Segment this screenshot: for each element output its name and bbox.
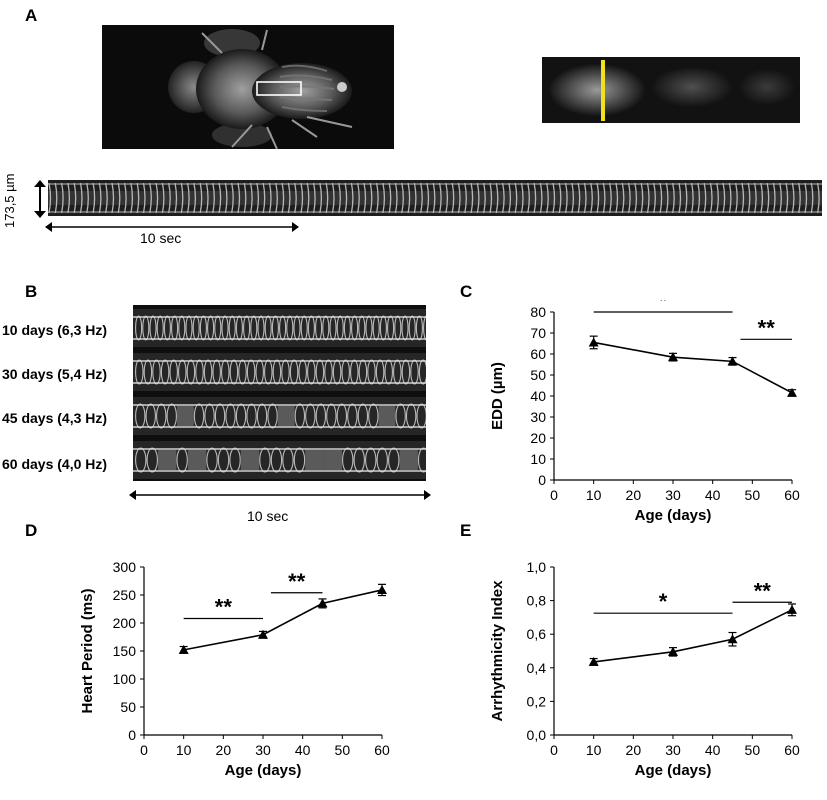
y-tick-label: 0,0 (527, 727, 547, 743)
x-axis-label: Age (days) (635, 507, 712, 524)
time-arrow-b (129, 490, 431, 500)
heart-zoom-drawing (542, 57, 800, 123)
y-tick-label: 30 (530, 409, 546, 425)
y-tick-label: 0,8 (527, 593, 547, 609)
x-tick-label: 40 (705, 742, 721, 758)
y-tick-label: 200 (113, 615, 137, 631)
row-label-45-days: 45 days (4,3 Hz) (2, 410, 108, 426)
x-tick-label: 40 (295, 742, 311, 758)
x-tick-label: 10 (586, 742, 602, 758)
x-tick-label: 50 (745, 742, 761, 758)
y-tick-label: 1,0 (527, 559, 547, 575)
selection-rectangle (256, 81, 302, 96)
scale-arrow (34, 180, 46, 218)
data-point (377, 584, 387, 594)
x-tick-label: 40 (705, 487, 721, 503)
y-tick-label: 0,6 (527, 626, 547, 642)
y-tick-label: 70 (530, 325, 546, 341)
fly-photo (102, 25, 394, 149)
time-label-b: 10 sec (247, 508, 289, 524)
x-tick-label: 30 (665, 742, 681, 758)
panel-letter-c: C (460, 282, 473, 301)
data-point (588, 656, 599, 666)
y-tick-label: 60 (530, 346, 546, 362)
y-tick-label: 50 (530, 367, 546, 383)
y-tick-label: 50 (120, 699, 136, 715)
chart-arrhythmicity: 0,0 0,2 0,4 0,6 0,8 1,0 0 10 20 30 40 50 60 Age (days… (489, 559, 800, 779)
y-tick-label: 0,2 (527, 693, 547, 709)
time-label-a: 10 sec (140, 230, 182, 246)
significance-label: ** (754, 578, 772, 603)
x-tick-label: 50 (745, 487, 761, 503)
series-line (183, 589, 383, 651)
data-point (317, 598, 328, 608)
significance-label: ** (215, 595, 233, 620)
y-tick-label: 300 (113, 559, 137, 575)
data-point (668, 646, 678, 656)
y-axis-label: Heart Period (ms) (79, 588, 96, 713)
time-arrow-a (45, 222, 299, 232)
y-tick-label: 150 (113, 643, 137, 659)
kymograph-stack-b (133, 305, 426, 481)
series-line (593, 609, 793, 663)
x-tick-label: 20 (216, 742, 232, 758)
kymograph-a-drawing (48, 180, 822, 216)
data-point (787, 604, 797, 614)
panel-letter-b: B (25, 282, 38, 301)
x-tick-label: 30 (255, 742, 271, 758)
kymograph-b-drawing (133, 309, 426, 479)
measurement-line (601, 60, 605, 121)
data-point (727, 634, 738, 644)
x-tick-label: 20 (626, 487, 642, 503)
y-tick-label: 40 (530, 388, 546, 404)
panel-letter-a: A (25, 6, 38, 25)
x-tick-label: 10 (176, 742, 192, 758)
y-tick-label: 10 (530, 451, 546, 467)
data-point (258, 629, 268, 639)
chart-heart-period: 0 50 100 150 200 250 300 0 10 20 30 40 50 60 Age (days… (79, 559, 390, 779)
data-point (668, 352, 678, 362)
row-label-60-days: 60 days (4,0 Hz) (2, 456, 108, 472)
significance-label: * (659, 589, 668, 614)
y-tick-label: 100 (113, 671, 137, 687)
x-tick-label: 60 (784, 742, 800, 758)
x-tick-label: 50 (335, 742, 351, 758)
data-point (727, 356, 738, 366)
significance-label: ** (758, 315, 776, 340)
data-point (787, 387, 797, 397)
data-point (588, 337, 599, 347)
chart-edd: 0 10 20 30 40 50 60 70 80 0 10 20 30 40 50 60 Age (days)… (489, 300, 800, 524)
scale-label: 173,5 µm (2, 173, 17, 228)
y-tick-label: 0,4 (527, 660, 547, 676)
series-line (593, 341, 793, 394)
data-point (178, 644, 189, 654)
x-axis-label: Age (days) (225, 762, 302, 779)
panel-letter-e: E (460, 521, 472, 540)
panel-letter-d: D (25, 521, 38, 540)
heart-zoom-photo (542, 57, 800, 123)
y-tick-label: 80 (530, 304, 546, 320)
x-tick-label: 60 (374, 742, 390, 758)
x-tick-label: 60 (784, 487, 800, 503)
row-label-30-days: 30 days (5,4 Hz) (2, 366, 108, 382)
x-tick-label: 0 (550, 487, 558, 503)
x-tick-label: 20 (626, 742, 642, 758)
x-tick-label: 0 (550, 742, 558, 758)
y-tick-label: 20 (530, 430, 546, 446)
x-tick-label: 10 (586, 487, 602, 503)
y-tick-label: 0 (128, 727, 136, 743)
y-axis-label: Arrhythmicity Index (489, 580, 506, 722)
y-axis-label: EDD (µm) (489, 362, 506, 430)
significance-label: * (659, 300, 668, 313)
x-tick-label: 0 (140, 742, 148, 758)
x-axis-label: Age (days) (635, 762, 712, 779)
significance-label: ** (288, 569, 306, 594)
kymograph-a (48, 180, 822, 216)
y-tick-label: 0 (538, 472, 546, 488)
fly-photo-drawing (102, 25, 394, 149)
x-tick-label: 30 (665, 487, 681, 503)
row-label-10-days: 10 days (6,3 Hz) (2, 322, 108, 338)
y-tick-label: 250 (113, 587, 137, 603)
